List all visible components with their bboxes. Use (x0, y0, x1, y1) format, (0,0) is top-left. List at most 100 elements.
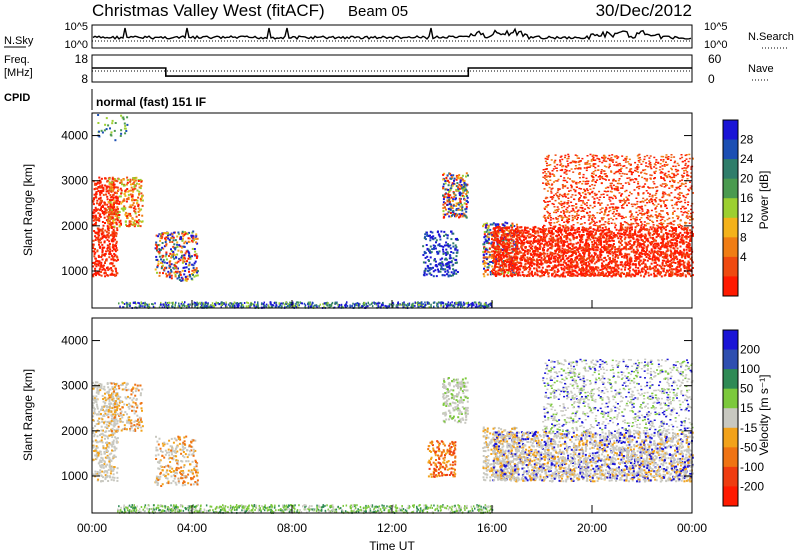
echo-cell (103, 254, 106, 257)
echo-cell (431, 231, 434, 234)
echo-cell (613, 222, 616, 225)
echo-cell (112, 220, 114, 223)
echo-cell (557, 263, 560, 266)
echo-cell (497, 254, 500, 257)
echo-cell (511, 262, 514, 265)
echo-cell (671, 172, 674, 175)
echo-cell (599, 253, 602, 256)
echo-cell (492, 243, 495, 246)
echo-cell (639, 274, 642, 277)
echo-cell (157, 235, 160, 238)
echo-cell (442, 268, 445, 271)
echo-cell (99, 199, 102, 202)
echo-cell (191, 240, 194, 243)
echo-cell (655, 211, 658, 213)
echo-cell (500, 254, 502, 257)
echo-cell (464, 215, 467, 217)
echo-cell (678, 269, 681, 272)
echo-cell (676, 260, 679, 263)
echo-cell (442, 250, 445, 253)
echo-cell (555, 264, 558, 267)
echo-cell (670, 235, 673, 238)
echo-cell (129, 223, 132, 226)
echo-cell (447, 188, 450, 191)
echo-cell (570, 273, 573, 276)
echo-cell (464, 186, 467, 189)
echo-cell (621, 193, 624, 195)
echo-cell (628, 269, 631, 272)
echo-cell (499, 273, 502, 276)
echo-cell (112, 217, 115, 220)
echo-cell (111, 239, 113, 242)
echo-cell (460, 212, 463, 215)
echo-cell (164, 241, 167, 243)
echo-cell (499, 240, 502, 243)
echo-cell (662, 160, 665, 163)
echo-cell (676, 268, 679, 271)
echo-cell (551, 236, 554, 239)
echo-cell (645, 247, 648, 250)
echo-cell (595, 268, 597, 270)
echo-cell (622, 228, 625, 231)
echo-cell (512, 239, 515, 242)
echo-cell (553, 162, 556, 164)
echo-cell (567, 273, 570, 276)
echo-cell (526, 226, 529, 229)
echo-cell (570, 168, 573, 170)
echo-cell (554, 257, 557, 260)
echo-cell (485, 269, 487, 272)
echo-cell (510, 258, 513, 260)
echo-cell (629, 261, 632, 264)
echo-cell (679, 274, 682, 276)
echo-cell (161, 233, 164, 236)
echo-cell (181, 277, 184, 280)
echo-cell (487, 238, 490, 240)
echo-cell (628, 253, 631, 256)
echo-cell (689, 246, 692, 249)
echo-cell (427, 265, 430, 268)
echo-cell (625, 230, 628, 233)
echo-cell (675, 239, 678, 242)
echo-cell (159, 239, 162, 242)
echo-cell (158, 233, 161, 236)
echo-cell (139, 178, 142, 181)
echo-cell (443, 172, 446, 175)
echo-cell (531, 258, 534, 261)
echo-cell (599, 256, 602, 259)
echo-cell (558, 193, 561, 196)
echo-cell (609, 190, 612, 193)
echo-cell (111, 204, 114, 207)
echo-cell (163, 245, 166, 248)
echo-cell (101, 268, 104, 271)
echo-cell (566, 206, 569, 209)
echo-cell (126, 188, 129, 190)
echo-cell (176, 235, 179, 238)
echo-cell (657, 272, 660, 275)
echo-cell (169, 263, 172, 266)
echo-cell (554, 199, 557, 202)
nsky-series (92, 27, 692, 41)
echo-cell (517, 247, 520, 250)
echo-cell (568, 220, 570, 223)
echo-cell (652, 230, 655, 233)
echo-cell (663, 220, 666, 222)
echo-cell (193, 248, 196, 250)
echo-cell (425, 273, 428, 276)
echo-cell (507, 272, 510, 275)
echo-cell (571, 207, 574, 210)
echo-cell (181, 269, 184, 272)
echo-cell (110, 233, 113, 236)
echo-cell (588, 273, 591, 276)
echo-cell (579, 243, 582, 246)
echo-cell (491, 241, 494, 244)
echo-cell (608, 257, 611, 260)
echo-cell (685, 241, 688, 244)
echo-cell (561, 206, 564, 209)
echo-cell (502, 234, 505, 236)
echo-cell (557, 270, 560, 272)
echo-cell (105, 219, 108, 222)
echo-cell (453, 271, 456, 273)
echo-cell (93, 261, 96, 264)
echo-cell (115, 270, 118, 273)
echo-cell (444, 188, 447, 191)
